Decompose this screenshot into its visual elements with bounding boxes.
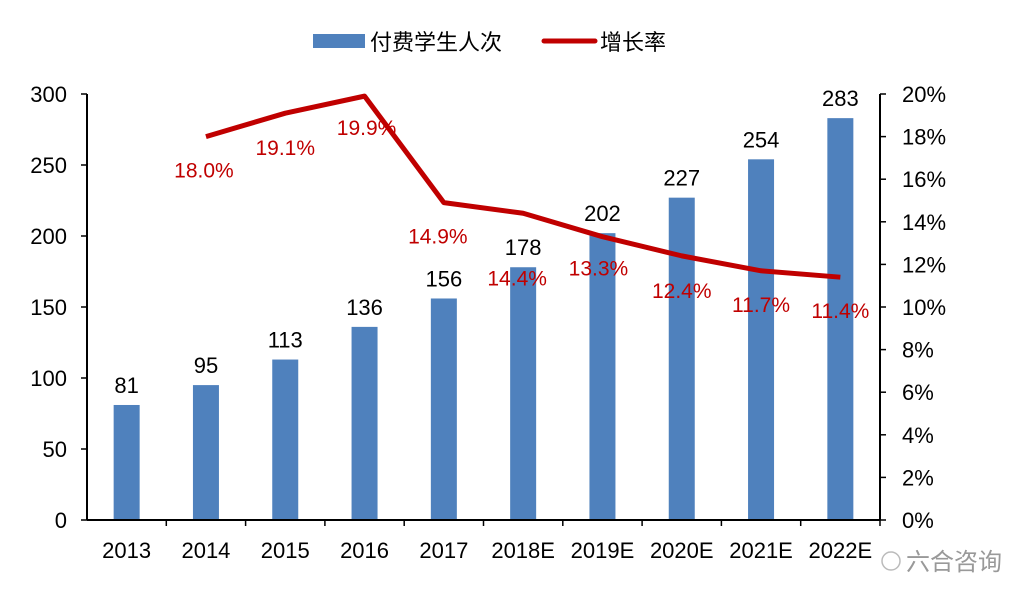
- bar-label-2017: 156: [425, 266, 462, 291]
- bar-label-2021E: 254: [743, 127, 780, 152]
- line-label-2019E: 13.3%: [569, 258, 629, 281]
- bar-label-2015: 113: [268, 328, 303, 353]
- right-tick-label: 6%: [902, 380, 934, 405]
- bar-2022E: [827, 118, 854, 520]
- line-label-2018E: 14.4%: [487, 267, 547, 290]
- line-label-2020E: 12.4%: [652, 280, 712, 303]
- right-tick-label: 4%: [902, 423, 934, 448]
- legend-label-line: 增长率: [600, 30, 666, 55]
- right-tick-label: 18%: [902, 125, 946, 150]
- bar-label-2016: 136: [346, 295, 383, 320]
- line-label-2014: 18.0%: [174, 160, 234, 183]
- x-tick-label-2018E: 2018E: [491, 538, 555, 563]
- legend-swatch-bar: [313, 34, 365, 48]
- left-tick-label: 300: [30, 82, 67, 107]
- right-tick-label: 10%: [902, 295, 946, 320]
- bar-2021E: [748, 159, 775, 520]
- bar-label-2019E: 202: [584, 201, 621, 226]
- growth-rate-line: [205, 93, 841, 280]
- bar-label-2014: 95: [194, 353, 218, 378]
- x-tick-label-2016: 2016: [340, 538, 389, 563]
- x-tick-label-2021E: 2021E: [729, 538, 793, 563]
- x-tick-label-2019E: 2019E: [571, 538, 635, 563]
- left-tick-label: 250: [30, 153, 67, 178]
- bar-label-2018E: 178: [505, 235, 542, 260]
- line-label-2016: 19.9%: [337, 117, 397, 140]
- left-tick-label: 0: [55, 508, 67, 533]
- legend: 付费学生人次 增长率: [313, 30, 666, 55]
- watermark: 六合咨询: [881, 549, 1002, 576]
- right-tick-label: 20%: [902, 82, 946, 107]
- x-tick-label-2022E: 2022E: [809, 538, 873, 563]
- x-tick-label-2013: 2013: [102, 538, 151, 563]
- line-label-2017: 14.9%: [408, 226, 468, 249]
- wechat-icon: [881, 551, 901, 571]
- bar-2014: [192, 385, 219, 520]
- line-label-2015: 19.1%: [255, 137, 315, 160]
- bar-2013: [113, 404, 140, 520]
- left-tick-label: 150: [30, 295, 67, 320]
- bar-2019E: [589, 233, 616, 520]
- right-tick-label: 8%: [902, 338, 934, 363]
- right-tick-label: 12%: [902, 252, 946, 277]
- left-tick-label: 50: [43, 437, 67, 462]
- line-label-2021E: 11.7%: [732, 294, 790, 317]
- bar-2017: [430, 298, 457, 520]
- line-label-2022E: 11.4%: [811, 300, 869, 323]
- right-tick-label: 0%: [902, 508, 934, 533]
- bar-2016: [351, 326, 378, 520]
- left-tick-label: 100: [30, 366, 67, 391]
- bar-label-2022E: 283: [822, 86, 859, 111]
- x-tick-label-2020E: 2020E: [650, 538, 714, 563]
- right-tick-label: 16%: [902, 167, 946, 192]
- watermark-text: 六合咨询: [906, 549, 1002, 576]
- bar-2020E: [668, 197, 695, 520]
- bar-label-2020E: 227: [663, 166, 700, 191]
- x-tick-label-2017: 2017: [419, 538, 468, 563]
- bar-label-2013: 81: [114, 373, 138, 398]
- bar-2018E: [510, 267, 537, 520]
- x-tick-label-2014: 2014: [181, 538, 230, 563]
- right-tick-label: 2%: [902, 465, 934, 490]
- left-tick-label: 200: [30, 224, 67, 249]
- legend-label-bar: 付费学生人次: [370, 30, 502, 55]
- x-tick-label-2015: 2015: [261, 538, 310, 563]
- right-tick-label: 14%: [902, 210, 946, 235]
- bar-2015: [272, 359, 299, 520]
